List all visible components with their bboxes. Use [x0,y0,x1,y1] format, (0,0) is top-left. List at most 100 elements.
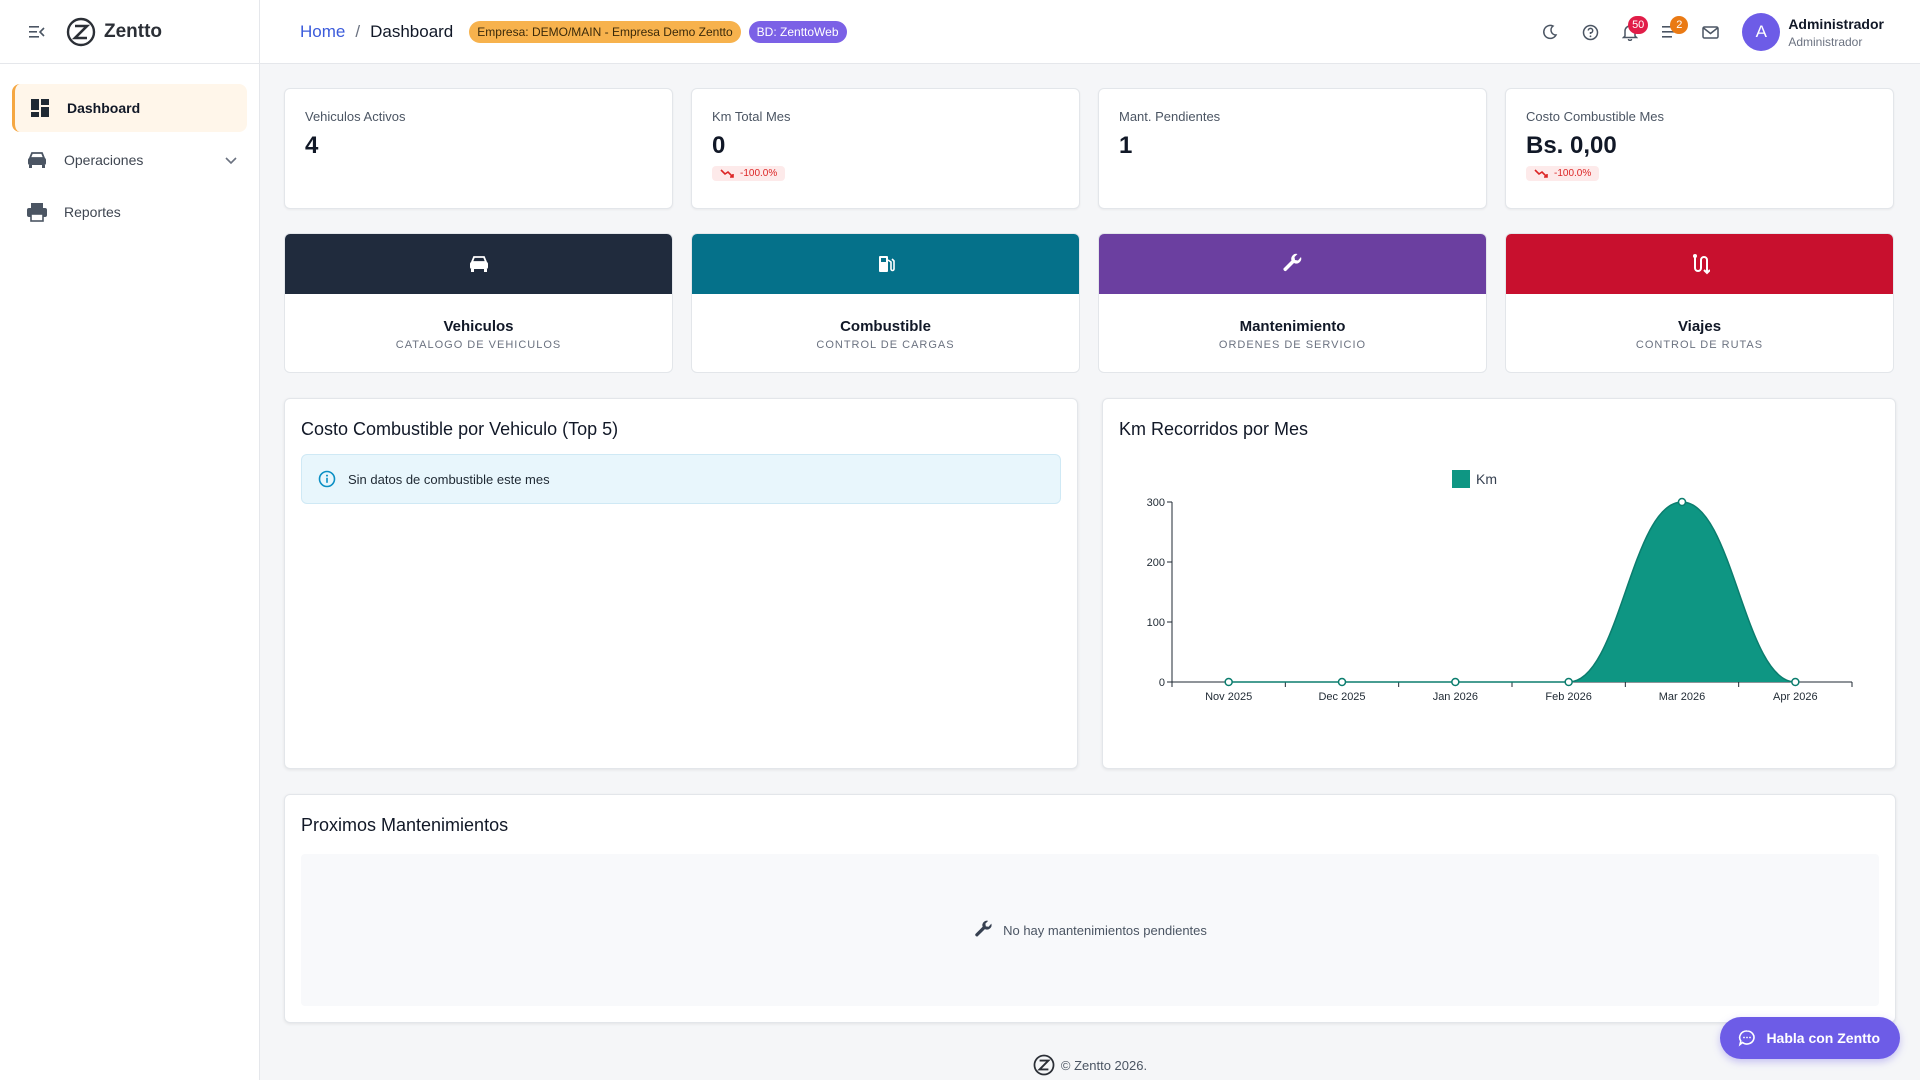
km-point [1564,677,1573,687]
module-title: Mantenimiento [1239,318,1346,335]
info-icon [318,470,336,488]
trend-value: -100.0% [1554,168,1592,179]
fuel-pump-icon [878,256,895,272]
y-tick-label: 300 [1147,497,1165,509]
car-icon [469,256,488,272]
moon-icon [1543,24,1558,40]
kpi-card-costo-combustible: Costo Combustible Mes Bs. 0,00 -100.0% [1505,88,1894,209]
maintenance-panel: Proximos Mantenimientos No hay mantenimi… [284,794,1896,1023]
chevron-down-icon [225,152,237,168]
module-title: Vehiculos [443,318,514,335]
header-actions: 50 2 A Administrador Administrador [1530,0,1884,64]
x-tick-label: Apr 2026 [1773,691,1818,703]
footer: © Zentto 2026. [260,1054,1920,1076]
km-chart: Km 0 100 200 300 Nov 2025 Dec 2025 Jan 2026 Feb … [1119,459,1879,759]
y-tick-label: 200 [1147,557,1165,569]
mail-icon [1702,25,1719,39]
sidebar-item-label: Dashboard [67,100,141,116]
km-area [1228,502,1796,682]
empty-state: No hay mantenimientos pendientes [301,854,1879,1006]
module-title: Combustible [840,318,931,335]
sidebar-nav: Dashboard Operaciones Reportes [0,64,259,236]
chat-button-label: Habla con Zentto [1766,1030,1880,1046]
user-role: Administrador [1788,34,1863,49]
help-icon [1582,24,1599,40]
brand-bar: Zentto [0,0,259,64]
top-header: Home / Dashboard Empresa: DEMO/MAIN - Em… [260,0,1920,64]
messages-button[interactable] [1690,12,1730,52]
app-name: Zentto [104,20,163,42]
trend-badge: -100.0% [712,166,786,181]
x-tick-label: Nov 2025 [1205,691,1252,703]
zentto-logo [1033,1054,1055,1076]
kpi-label: Mant. Pendientes [1119,109,1221,124]
km-area-chart: Km 0 100 200 300 Nov 2025 Dec 2025 Jan 2026 Feb … [1147,470,1853,703]
fuel-cost-panel: Costo Combustible por Vehiculo (Top 5) S… [284,398,1078,769]
sidebar-item-label: Operaciones [64,152,144,168]
page-title: Dashboard [370,21,454,41]
y-tick-label: 0 [1159,677,1165,689]
panel-title: Costo Combustible por Vehiculo (Top 5) [301,419,619,439]
kpi-label: Vehiculos Activos [305,109,406,124]
breadcrumb-separator: / [355,21,361,41]
kpi-row: Vehiculos Activos 4 Km Total Mes 0 -100.… [284,88,1896,209]
company-chip: Empresa: DEMO/MAIN - Empresa Demo Zentto [469,20,741,43]
x-tick-label: Dec 2025 [1318,691,1365,703]
tasks-badge: 2 [1670,16,1689,34]
help-button[interactable] [1570,12,1610,52]
empty-state-text: No hay mantenimientos pendientes [1003,922,1207,938]
kpi-label: Costo Combustible Mes [1526,109,1664,124]
panel-title: Proximos Mantenimientos [301,815,509,835]
x-tick-label: Feb 2026 [1545,691,1591,703]
chat-bubble-icon [1738,1029,1756,1047]
module-band [285,234,672,294]
km-point [1337,677,1347,687]
kpi-value: 4 [305,132,319,159]
wrench-icon [973,919,995,941]
trend-badge: -100.0% [1526,166,1600,181]
kpi-value: 0 [712,132,726,159]
module-band [1099,234,1486,294]
dark-mode-toggle[interactable] [1530,12,1570,52]
route-icon [1692,254,1710,275]
car-icon [26,149,48,171]
module-subtitle: CONTROL DE RUTAS [1635,339,1764,351]
module-card-combustible[interactable]: Combustible CONTROL DE CARGAS [691,233,1080,373]
printer-icon [26,201,48,223]
module-band [1506,234,1893,294]
notifications-badge: 50 [1628,16,1649,34]
notifications-button[interactable]: 50 [1610,12,1650,52]
sidebar-item-dashboard[interactable]: Dashboard [12,84,247,132]
x-tick-label: Mar 2026 [1659,691,1705,703]
module-subtitle: ORDENES DE SERVICIO [1218,339,1367,351]
module-subtitle: CONTROL DE CARGAS [816,339,955,351]
user-menu[interactable]: Administrador Administrador [1788,16,1884,49]
trending-down-icon [720,169,734,178]
km-point [1451,677,1460,687]
x-tick-label: Jan 2026 [1433,691,1478,703]
user-name: Administrador [1788,15,1884,32]
sidebar: Zentto Dashboard Operaciones Reportes [0,0,260,1080]
km-chart-panel: Km Recorridos por Mes Km 0 100 200 300 Nov 20… [1102,398,1896,769]
sidebar-item-operaciones[interactable]: Operaciones [12,136,247,184]
avatar[interactable]: A [1742,13,1781,51]
collapse-menu-icon[interactable] [26,21,48,43]
km-point [1224,677,1233,687]
sidebar-item-label: Reportes [64,204,121,220]
panel-title: Km Recorridos por Mes [1119,419,1309,439]
info-text: Sin datos de combustible este mes [348,471,550,487]
breadcrumb-home-link[interactable]: Home [300,21,346,41]
kpi-value: 1 [1119,132,1133,159]
module-card-vehiculos[interactable]: Vehiculos CATALOGO DE VEHICULOS [284,233,673,373]
footer-text: © Zentto 2026. [1060,1057,1148,1073]
module-card-mantenimiento[interactable]: Mantenimiento ORDENES DE SERVICIO [1098,233,1487,373]
tasks-button[interactable]: 2 [1650,12,1690,52]
y-tick-label: 100 [1147,617,1165,629]
km-point [1791,677,1800,687]
kpi-card-vehiculos-activos: Vehiculos Activos 4 [284,88,673,209]
dashboard-icon [29,97,51,119]
module-card-viajes[interactable]: Viajes CONTROL DE RUTAS [1505,233,1894,373]
chat-button[interactable]: Habla con Zentto [1720,1017,1900,1059]
zentto-logo [66,17,96,46]
sidebar-item-reportes[interactable]: Reportes [12,188,247,236]
